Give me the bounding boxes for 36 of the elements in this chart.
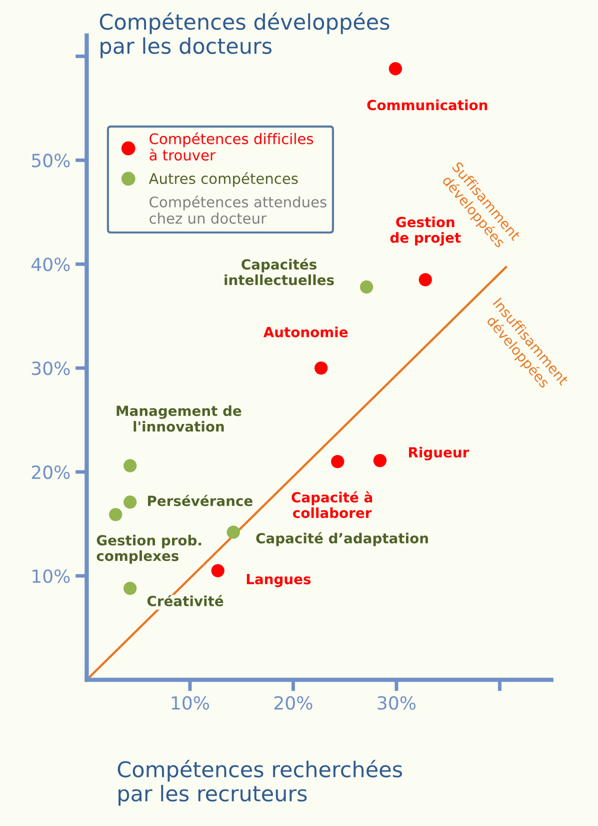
y-tick-label: 50%	[32, 154, 70, 168]
data-label: Langues	[246, 574, 311, 588]
x-tick-label: 20%	[274, 696, 312, 710]
point	[123, 496, 137, 509]
x-tick-label: 10%	[172, 696, 210, 710]
data-label: Gestion prob. complexes	[96, 534, 202, 564]
data-label: Créativité	[147, 594, 224, 606]
y-tick-label: 30%	[32, 362, 70, 376]
data-label: Capacité à collaborer	[292, 491, 372, 518]
y-axis-title: Compétences développées par les docteurs	[100, 12, 390, 58]
x-axis-title: Compétences recherchées par les recruteurs	[118, 760, 402, 806]
point	[123, 582, 137, 595]
point	[331, 454, 344, 468]
point	[373, 454, 387, 468]
point	[211, 564, 224, 578]
data-label: Rigueur	[409, 446, 470, 460]
annotation: Compétences attendues chez un docteur	[150, 196, 326, 224]
point	[418, 273, 432, 286]
data-label: Communication	[367, 100, 488, 110]
data-label: Capacités intellectuelles	[224, 258, 334, 286]
point	[360, 280, 374, 294]
point	[226, 526, 240, 539]
legend-label: Autres compétences	[148, 172, 298, 187]
y-tick-label: 20%	[32, 465, 70, 480]
point	[109, 508, 122, 522]
y-tick-label: 40%	[31, 258, 70, 272]
data-label: Capacité d’adaptation	[256, 532, 428, 546]
data-label: Persévérance	[148, 494, 252, 506]
point	[123, 459, 137, 472]
point	[314, 361, 328, 375]
y-tick-label: 10%	[32, 569, 70, 583]
legend-label: Compétences difficiles à trouver	[150, 132, 314, 161]
point	[388, 62, 402, 76]
data-label: Autonomie	[263, 326, 348, 338]
x-tick-label: 30%	[378, 696, 416, 710]
data-label: Management de l'innovation	[116, 405, 242, 432]
